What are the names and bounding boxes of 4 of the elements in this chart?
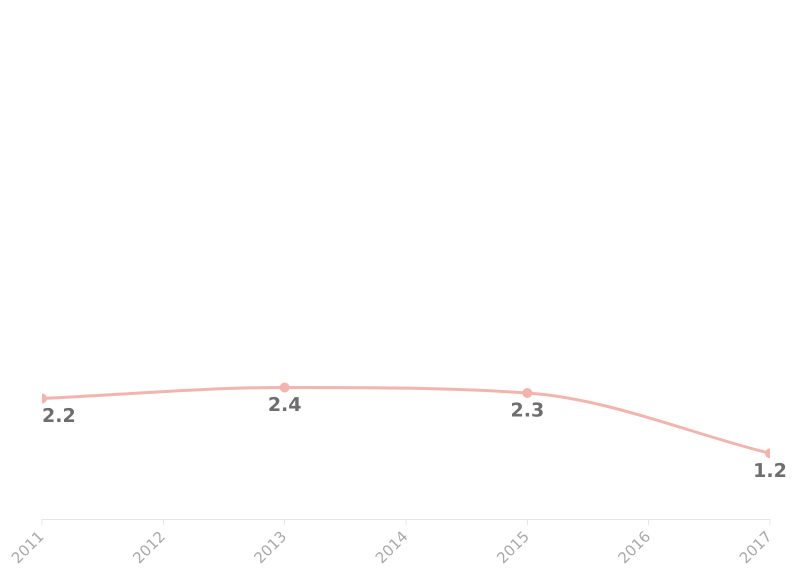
data-label: 2.4	[268, 394, 302, 416]
data-label: 1.2	[753, 460, 787, 482]
data-label: 2.2	[42, 404, 76, 427]
data-label: 2.3	[510, 399, 544, 422]
